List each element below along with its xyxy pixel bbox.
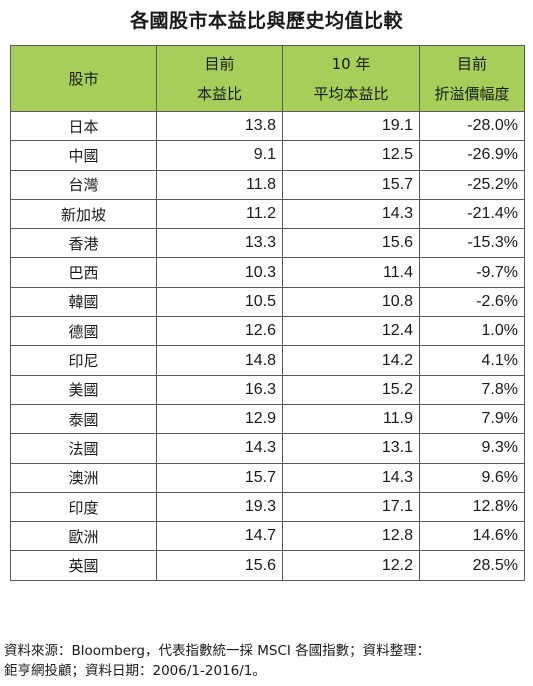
cell-market: 英國 — [10, 550, 157, 581]
table-row: 新加坡 11.2 14.3 -21.4% — [10, 198, 525, 230]
cell-current-pe: 15.6 — [156, 550, 283, 581]
table-row: 中國 9.1 12.5 -26.9% — [10, 140, 525, 171]
cell-current-pe: 15.7 — [156, 462, 283, 493]
cell-current-pe: 14.7 — [156, 521, 283, 552]
cell-market: 印尼 — [10, 345, 157, 376]
cell-current-pe: 11.2 — [156, 198, 283, 230]
table-header-row: 股市 目前 本益比 10 年 平均本益比 目前 折溢價幅度 — [10, 45, 525, 112]
cell-current-pe: 16.3 — [156, 374, 283, 405]
cell-10yr-average-pe: 12.2 — [282, 550, 420, 581]
cell-current-pe: 13.8 — [156, 110, 283, 142]
cell-market: 澳洲 — [10, 462, 157, 493]
header-market: 股市 — [10, 45, 157, 112]
footnote-line-2: 鉅亨網投顧；資料日期：2006/1-2016/1。 — [4, 663, 266, 679]
cell-premium-discount: -2.6% — [419, 286, 525, 318]
cell-premium-discount: 9.3% — [419, 433, 525, 464]
cell-10yr-average-pe: 19.1 — [282, 110, 420, 142]
cell-premium-discount: 9.6% — [419, 462, 525, 493]
table-row: 歐洲 14.7 12.8 14.6% — [10, 521, 525, 552]
cell-market: 印度 — [10, 491, 157, 523]
table-row: 日本 13.8 19.1 -28.0% — [10, 110, 525, 142]
cell-current-pe: 10.3 — [156, 257, 283, 288]
cell-10yr-average-pe: 14.2 — [282, 345, 420, 376]
cell-current-pe: 14.3 — [156, 433, 283, 464]
cell-10yr-average-pe: 14.3 — [282, 198, 420, 230]
cell-premium-discount: -26.9% — [419, 140, 525, 171]
cell-premium-discount: 4.1% — [419, 345, 525, 376]
table-row: 印度 19.3 17.1 12.8% — [10, 491, 525, 523]
cell-market: 巴西 — [10, 257, 157, 288]
cell-current-pe: 10.5 — [156, 286, 283, 318]
table-row: 韓國 10.5 10.8 -2.6% — [10, 286, 525, 318]
cell-market: 德國 — [10, 316, 157, 347]
header-10yr-average-pe-line2: 平均本益比 — [313, 84, 389, 103]
header-premium-discount-line2: 折溢價幅度 — [434, 84, 510, 103]
table-row: 英國 15.6 12.2 28.5% — [10, 550, 525, 581]
cell-premium-discount: -28.0% — [419, 110, 525, 142]
cell-current-pe: 14.8 — [156, 345, 283, 376]
cell-current-pe: 9.1 — [156, 140, 283, 171]
cell-10yr-average-pe: 15.7 — [282, 169, 420, 200]
page-title: 各國股市本益比與歷史均值比較 — [129, 10, 403, 32]
cell-10yr-average-pe: 15.6 — [282, 228, 420, 259]
table-row: 台灣 11.8 15.7 -25.2% — [10, 169, 525, 200]
cell-premium-discount: 12.8% — [419, 491, 525, 523]
table-body: 日本 13.8 19.1 -28.0% 中國 9.1 12.5 -26.9% 台灣 11.8 15.… — [10, 110, 525, 581]
cell-current-pe: 19.3 — [156, 491, 283, 523]
cell-current-pe: 11.8 — [156, 169, 283, 200]
cell-market: 美國 — [10, 374, 157, 405]
cell-market: 台灣 — [10, 169, 157, 200]
cell-market: 日本 — [10, 110, 157, 142]
source-footnote: 資料來源：Bloomberg，代表指數統一採 MSCI 各國指數；資料整理： 鉅… — [4, 641, 529, 681]
cell-10yr-average-pe: 12.5 — [282, 140, 420, 171]
cell-10yr-average-pe: 15.2 — [282, 374, 420, 405]
header-current-pe-line1: 目前 — [204, 54, 235, 73]
cell-10yr-average-pe: 14.3 — [282, 462, 420, 493]
cell-market: 法國 — [10, 433, 157, 464]
header-current-pe: 目前 本益比 — [156, 45, 283, 112]
table-row: 法國 14.3 13.1 9.3% — [10, 433, 525, 464]
cell-market: 新加坡 — [10, 198, 157, 230]
cell-market: 中國 — [10, 140, 157, 171]
table-row: 香港 13.3 15.6 -15.3% — [10, 228, 525, 259]
cell-premium-discount: 14.6% — [419, 521, 525, 552]
table-row: 澳洲 15.7 14.3 9.6% — [10, 462, 525, 493]
cell-current-pe: 12.6 — [156, 316, 283, 347]
footnote-line-1: 資料來源：Bloomberg，代表指數統一採 MSCI 各國指數；資料整理： — [4, 643, 431, 659]
table-row: 德國 12.6 12.4 1.0% — [10, 316, 525, 347]
header-10yr-average-pe-line1: 10 年 — [331, 54, 371, 73]
cell-10yr-average-pe: 13.1 — [282, 433, 420, 464]
cell-market: 香港 — [10, 228, 157, 259]
cell-premium-discount: 7.8% — [419, 374, 525, 405]
cell-premium-discount: 28.5% — [419, 550, 525, 581]
cell-10yr-average-pe: 11.4 — [282, 257, 420, 288]
cell-market: 歐洲 — [10, 521, 157, 552]
cell-premium-discount: -21.4% — [419, 198, 525, 230]
cell-current-pe: 13.3 — [156, 228, 283, 259]
pe-comparison-table: 股市 目前 本益比 10 年 平均本益比 目前 折溢價幅度 日本 13.8 19.1… — [10, 45, 525, 581]
cell-premium-discount: -15.3% — [419, 228, 525, 259]
cell-premium-discount: 7.9% — [419, 403, 525, 435]
header-10yr-average-pe: 10 年 平均本益比 — [282, 45, 420, 112]
header-current-pe-line2: 本益比 — [196, 84, 242, 103]
header-premium-discount-line1: 目前 — [456, 54, 487, 73]
cell-market: 韓國 — [10, 286, 157, 318]
header-market-label: 股市 — [68, 69, 99, 88]
cell-premium-discount: 1.0% — [419, 316, 525, 347]
cell-10yr-average-pe: 10.8 — [282, 286, 420, 318]
table-row: 美國 16.3 15.2 7.8% — [10, 374, 525, 405]
cell-current-pe: 12.9 — [156, 403, 283, 435]
cell-premium-discount: -9.7% — [419, 257, 525, 288]
cell-market: 泰國 — [10, 403, 157, 435]
cell-10yr-average-pe: 12.4 — [282, 316, 420, 347]
header-premium-discount: 目前 折溢價幅度 — [419, 45, 525, 112]
table-row: 印尼 14.8 14.2 4.1% — [10, 345, 525, 376]
table-row: 巴西 10.3 11.4 -9.7% — [10, 257, 525, 288]
cell-premium-discount: -25.2% — [419, 169, 525, 200]
cell-10yr-average-pe: 11.9 — [282, 403, 420, 435]
cell-10yr-average-pe: 17.1 — [282, 491, 420, 523]
cell-10yr-average-pe: 12.8 — [282, 521, 420, 552]
table-row: 泰國 12.9 11.9 7.9% — [10, 403, 525, 435]
